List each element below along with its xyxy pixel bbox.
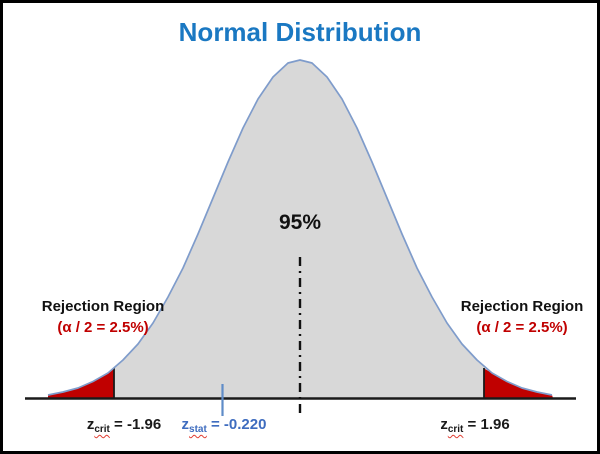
right-rejection-region — [484, 368, 553, 398]
chart-title: Normal Distribution — [178, 17, 422, 47]
right-rejection-label: Rejection Region (α / 2 = 2.5%) — [434, 296, 597, 338]
z-stat-value: = -0.220 — [206, 416, 267, 433]
left-rejection-label-title: Rejection Region — [41, 298, 165, 315]
distribution-plot — [25, 59, 576, 416]
left-rejection-region — [48, 368, 114, 398]
z-crit-right-subscript: crit — [447, 424, 464, 435]
z-crit-right-base: z — [440, 416, 448, 433]
confidence-region-label: 95% — [278, 211, 322, 234]
left-rejection-label: Rejection Region (α / 2 = 2.5%) — [15, 296, 191, 338]
right-rejection-label-title: Rejection Region — [460, 298, 584, 315]
left-rejection-label-alpha: (α / 2 = 2.5%) — [57, 319, 149, 336]
z-crit-left-subscript: crit — [94, 424, 110, 435]
z-stat-subscript: stat — [189, 424, 207, 435]
bell-curve-area — [48, 60, 552, 398]
bell-curve-outline — [47, 59, 553, 396]
z-crit-left-base: z — [86, 416, 95, 433]
z-stat-base: z — [181, 416, 190, 433]
z-stat-label: zstat = -0.220 — [181, 416, 267, 435]
z-crit-left-value: = -1.96 — [109, 416, 162, 433]
z-crit-right-label: zcrit = 1.96 — [440, 416, 510, 435]
z-crit-right-value: = 1.96 — [463, 416, 510, 433]
right-rejection-label-alpha: (α / 2 = 2.5%) — [476, 319, 568, 336]
z-crit-left-label: zcrit = -1.96 — [86, 416, 162, 435]
